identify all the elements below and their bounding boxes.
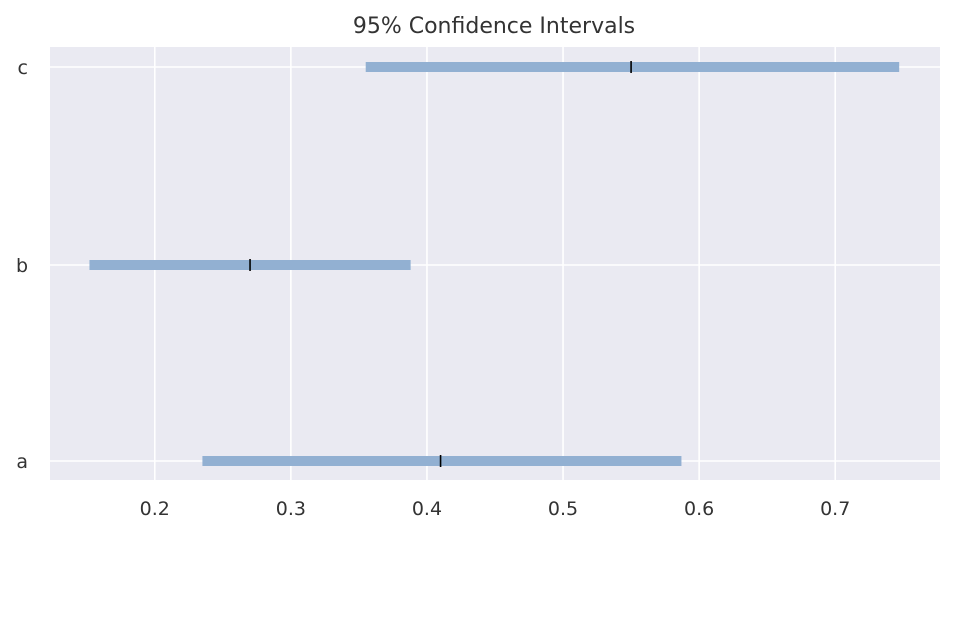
y-tick-label-c: c	[18, 57, 28, 79]
x-tick-label: 0.5	[548, 498, 578, 520]
x-tick-label: 0.4	[412, 498, 442, 520]
x-tick-label: 0.7	[820, 498, 850, 520]
chart-title: 95% Confidence Intervals	[353, 14, 635, 39]
x-tick-label: 0.6	[684, 498, 714, 520]
interval-bar-c	[365, 62, 900, 72]
y-tick-label-a: a	[16, 451, 28, 473]
y-tick-label-b: b	[16, 255, 28, 277]
x-tick-label: 0.3	[276, 498, 306, 520]
x-tick-label: 0.2	[140, 498, 170, 520]
interval-bar-a	[202, 456, 682, 466]
plot-area: 0.2 0.3 0.4 0.5 0.6 0.7 a b c	[16, 47, 940, 520]
